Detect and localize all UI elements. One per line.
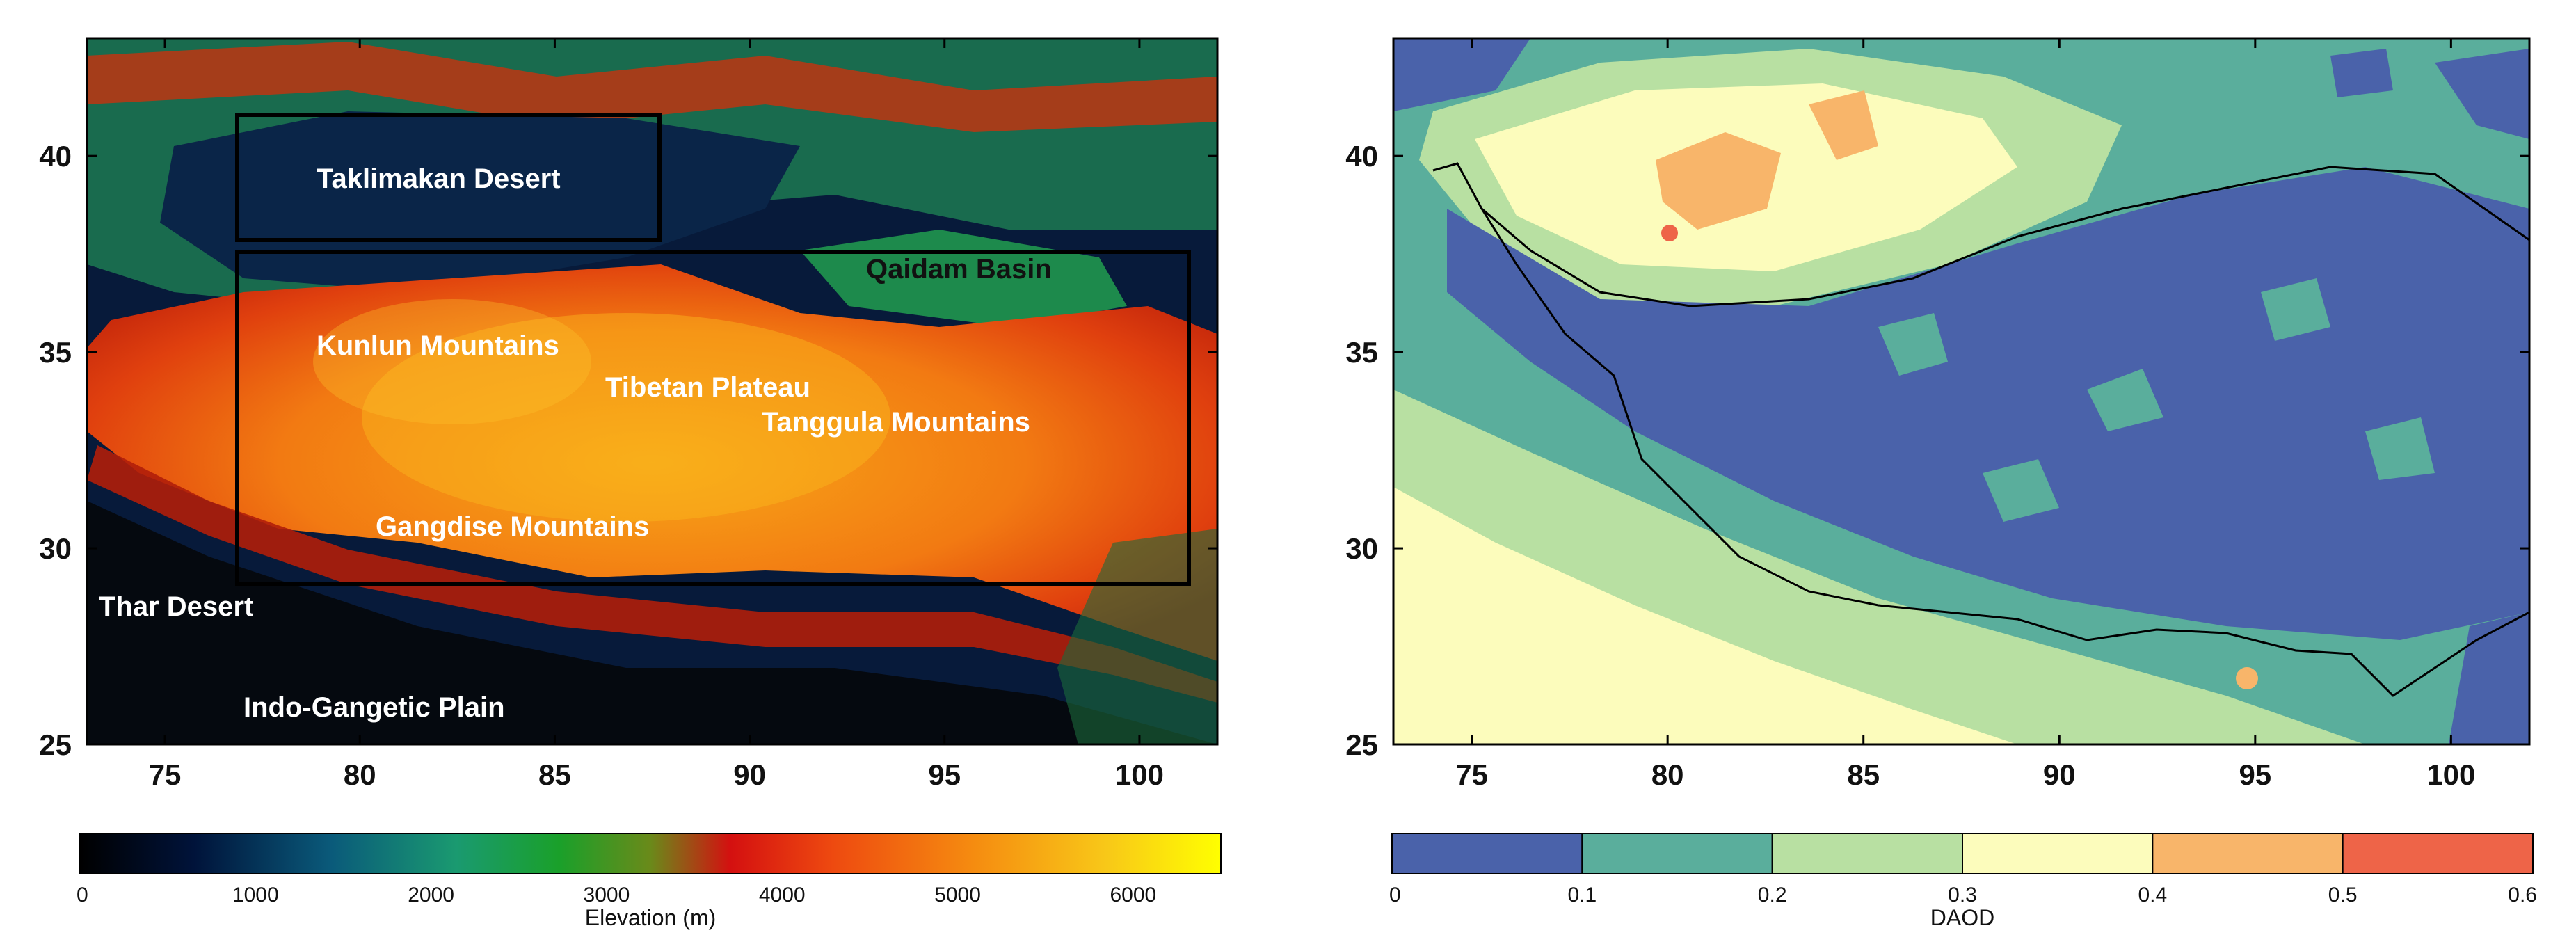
x-tick-label: 95	[928, 758, 961, 791]
elevation-colorbar-tick: 3000	[584, 884, 630, 906]
x-tick-label: 80	[344, 758, 376, 791]
elevation-colorbar-tick: 2000	[408, 884, 454, 906]
daod-colorbar-block	[1581, 833, 1773, 874]
daod-colorbar-title: DAOD	[1930, 905, 1994, 930]
daod-colorbar-tick: 0.5	[2328, 884, 2358, 906]
right-y-ticks: 25 30 35 40	[1345, 140, 2529, 761]
y-tick-label: 30	[39, 532, 72, 565]
region-label: Tanggula Mountains	[762, 407, 1030, 438]
elevation-colorbar-tick: 4000	[759, 884, 806, 906]
daod-colorbar-block	[2342, 833, 2534, 874]
region-labels: Taklimakan Desert Qaidam Basin Kunlun Moun…	[99, 163, 1052, 723]
daod-colorbar-tick: 0.4	[2138, 884, 2167, 906]
y-tick-label: 30	[1345, 532, 1378, 565]
x-tick-label: 100	[1115, 758, 1164, 791]
daod-colorbar-block	[1771, 833, 1964, 874]
region-label: Indo-Gangetic Plain	[243, 692, 505, 723]
left-x-ticks: 75 80 85 90 95 100	[149, 38, 1164, 791]
elevation-colorbar-tick: 0	[77, 884, 88, 906]
elevation-colorbar: 0 1000 2000 3000 4000 5000 6000 Elevation (m)	[77, 833, 1222, 930]
region-label: Thar Desert	[99, 591, 253, 622]
x-tick-label: 90	[2043, 758, 2076, 791]
right-x-ticks: 75 80 85 90 95 100	[1455, 38, 2475, 791]
daod-colorbar-tick: 0.3	[1948, 884, 1977, 906]
region-label: Tibetan Plateau	[605, 372, 810, 403]
elevation-colorbar-tick: 6000	[1110, 884, 1156, 906]
daod-map: 75 80 85 90 95 100 25 30 35 40	[1345, 37, 2531, 791]
plateau-box	[235, 250, 1191, 586]
elevation-map: Taklimakan Desert Qaidam Basin Kunlun Moun…	[39, 37, 1219, 791]
x-tick-label: 80	[1651, 758, 1684, 791]
x-tick-label: 100	[2426, 758, 2475, 791]
x-tick-label: 75	[149, 758, 182, 791]
plateau-boundary	[1432, 162, 2529, 697]
x-tick-label: 90	[733, 758, 766, 791]
x-tick-label: 85	[538, 758, 571, 791]
region-label: Gangdise Mountains	[376, 511, 649, 542]
elevation-colorbar-gradient	[79, 833, 1222, 874]
y-tick-label: 35	[39, 336, 72, 369]
y-tick-label: 40	[39, 140, 72, 173]
x-tick-label: 85	[1847, 758, 1880, 791]
daod-colorbar-tick: 0.6	[2508, 884, 2537, 906]
x-tick-label: 75	[1455, 758, 1488, 791]
daod-colorbar-tick: 0	[1389, 884, 1401, 906]
daod-colorbar-tick: 0.2	[1758, 884, 1787, 906]
elevation-colorbar-tick: 1000	[232, 884, 279, 906]
daod-colorbar-block	[2152, 833, 2344, 874]
daod-colorbar-block	[1962, 833, 2154, 874]
region-label: Kunlun Mountains	[317, 330, 559, 361]
left-y-ticks: 25 30 35 40	[39, 140, 1217, 761]
daod-colorbar-block	[1391, 833, 1583, 874]
y-tick-label: 40	[1345, 140, 1378, 173]
elevation-colorbar-title: Elevation (m)	[585, 905, 717, 930]
daod-colorbar: 0 0.1 0.2 0.3 0.4 0.5 0.6 DAOD	[1389, 833, 2537, 930]
taklimakan-box	[235, 113, 662, 242]
daod-colorbar-tick: 0.1	[1567, 884, 1597, 906]
x-tick-label: 95	[2239, 758, 2271, 791]
y-tick-label: 25	[39, 728, 72, 761]
region-label: Taklimakan Desert	[317, 163, 561, 194]
y-tick-label: 35	[1345, 336, 1378, 369]
region-label: Qaidam Basin	[866, 254, 1052, 285]
y-tick-label: 25	[1345, 728, 1378, 761]
elevation-colorbar-tick: 5000	[934, 884, 981, 906]
